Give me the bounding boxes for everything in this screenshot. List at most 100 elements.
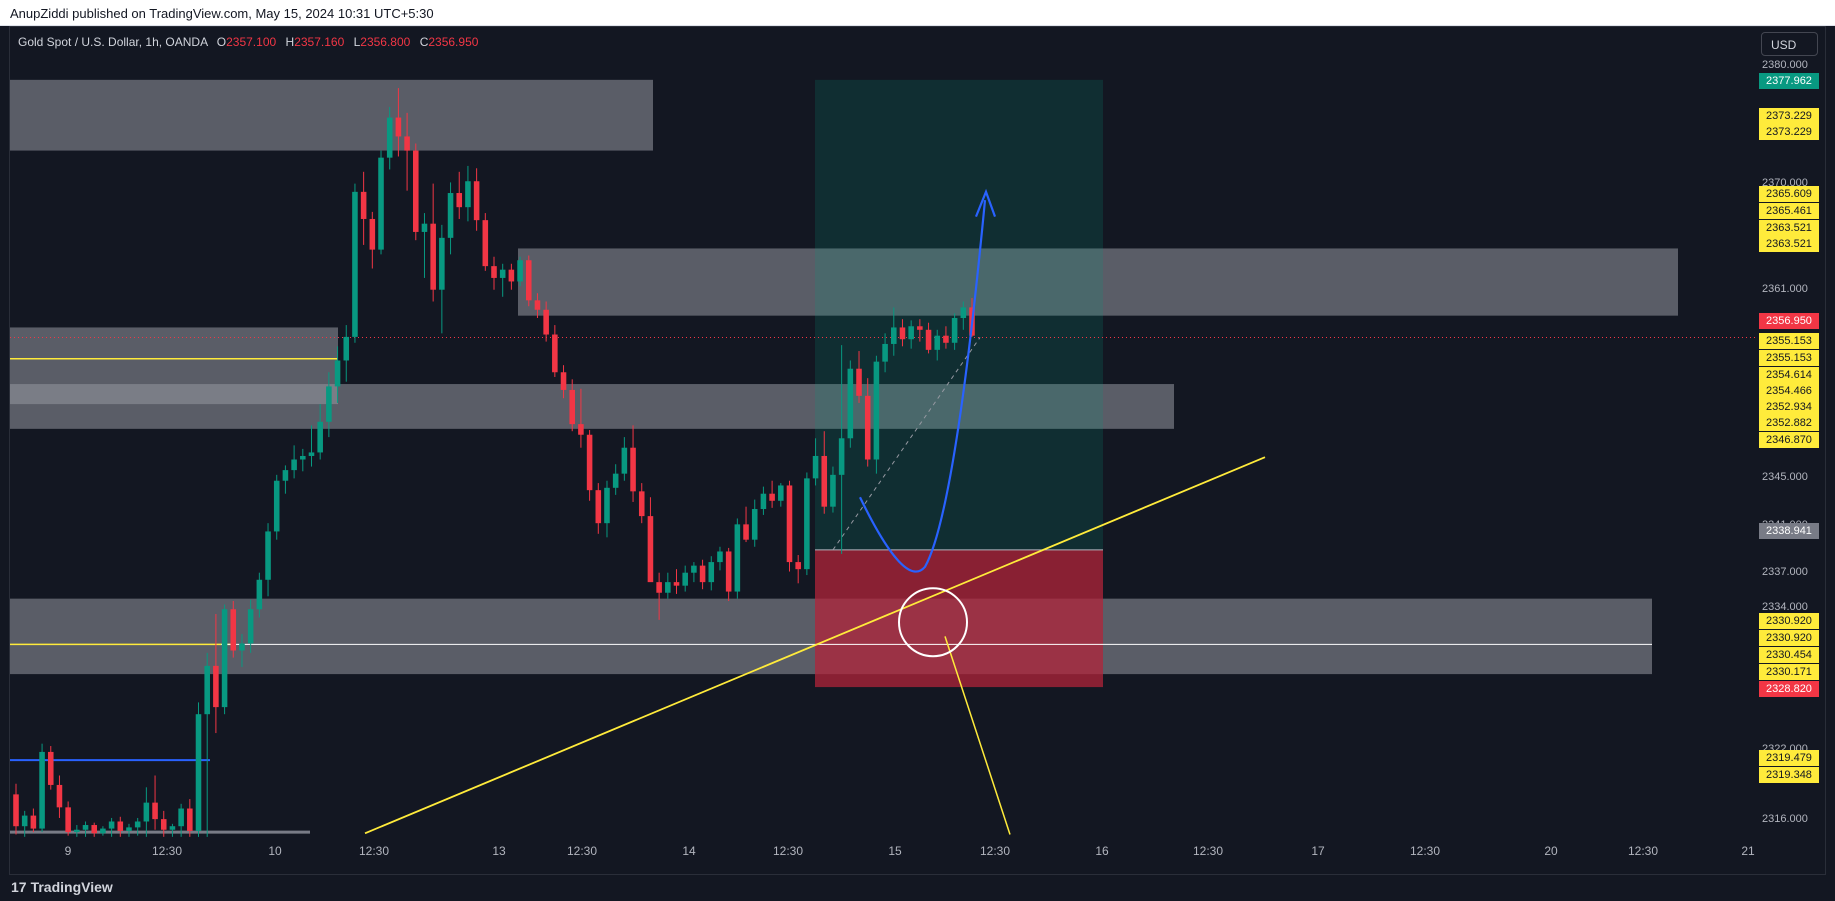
- candle-body: [595, 490, 602, 524]
- candle-body: [413, 150, 419, 232]
- candle-body: [282, 470, 289, 481]
- candle-body: [804, 478, 810, 570]
- candle-body: [812, 455, 819, 479]
- publisher-text: AnupZiddi published on TradingView.com, …: [10, 6, 434, 21]
- time-axis-tick: 9: [64, 844, 72, 858]
- footer: 17 TradingView: [9, 875, 1826, 901]
- time-axis-tick: 14: [682, 844, 696, 858]
- price-badge: 2354.466: [1759, 383, 1819, 399]
- supply-demand-zone: [10, 598, 221, 675]
- candle-body: [543, 309, 549, 335]
- candle-body: [891, 327, 897, 344]
- candle-body: [273, 480, 280, 532]
- candle-body: [951, 318, 958, 343]
- candle-body: [386, 117, 393, 158]
- candle-body: [239, 643, 245, 651]
- candle-body: [491, 266, 497, 278]
- candle-body: [108, 821, 115, 829]
- candle-body: [838, 438, 845, 475]
- candle-body: [39, 751, 45, 829]
- time-axis-tick: 12:30: [358, 844, 390, 858]
- price-badge: 2330.920: [1759, 630, 1819, 646]
- candle-body: [882, 343, 888, 362]
- candle-body: [65, 807, 71, 833]
- candle-body: [230, 609, 237, 651]
- time-axis-tick: 15: [888, 844, 902, 858]
- price-badge: 2346.870: [1759, 432, 1819, 448]
- candle-body: [856, 368, 862, 396]
- candle-body: [247, 609, 254, 644]
- price-badge: 2377.962: [1759, 73, 1819, 89]
- candle-body: [178, 808, 184, 827]
- price-axis-tick: 2345.000: [1762, 471, 1808, 484]
- candle-body: [265, 531, 271, 580]
- price-badge: 2352.882: [1759, 415, 1819, 431]
- supply-demand-zone: [518, 248, 1678, 316]
- time-axis-tick: 12:30: [1192, 844, 1224, 858]
- candle-body: [21, 815, 28, 827]
- candle-body: [169, 826, 176, 830]
- candle-body: [586, 434, 593, 491]
- candle-body: [395, 117, 402, 137]
- candle-body: [873, 361, 880, 460]
- currency-button[interactable]: USD: [1761, 32, 1818, 56]
- time-axis-tick: 20: [1544, 844, 1558, 858]
- candle-body: [317, 421, 323, 453]
- candle-body: [308, 452, 315, 456]
- brand-name: TradingView: [30, 879, 113, 895]
- time-axis-tick: 12:30: [979, 844, 1011, 858]
- candle-body: [560, 372, 567, 390]
- candle-body: [291, 459, 297, 471]
- candle-body: [830, 474, 836, 507]
- candle-body: [430, 223, 436, 290]
- price-badge: 2352.934: [1759, 399, 1819, 415]
- candle-body: [160, 819, 167, 830]
- candle-body: [925, 329, 932, 350]
- price-badge: 2319.348: [1759, 767, 1819, 783]
- candle-body: [30, 815, 37, 829]
- high-key: H: [285, 35, 295, 49]
- candle-body: [612, 473, 619, 488]
- candle-body: [360, 191, 367, 219]
- candle-body: [725, 551, 732, 592]
- candle-body: [100, 828, 106, 834]
- candle-body: [934, 335, 941, 350]
- time-axis-tick: 13: [492, 844, 506, 858]
- candle-body: [221, 609, 228, 708]
- time-axis-tick: 12:30: [151, 844, 183, 858]
- close-value: 2356.950: [428, 35, 479, 49]
- time-axis-tick: 12:30: [1409, 844, 1441, 858]
- position-dotted-line: [832, 337, 981, 551]
- candle-body: [126, 827, 132, 831]
- chart-frame: [9, 26, 1826, 875]
- candle-body: [534, 300, 541, 310]
- candle-body: [899, 327, 906, 340]
- price-badge: 2373.229: [1759, 124, 1819, 140]
- candle-body: [578, 424, 584, 435]
- publisher-bar: AnupZiddi published on TradingView.com, …: [0, 0, 1835, 26]
- candle-body: [343, 336, 350, 361]
- candle-body: [691, 565, 697, 573]
- candle-body: [499, 269, 506, 278]
- time-axis-tick: 12:30: [772, 844, 804, 858]
- candle-body: [378, 157, 384, 250]
- price-badge: 2328.820: [1759, 681, 1819, 697]
- candle-body: [447, 193, 454, 238]
- tradingview-logo[interactable]: 17 TradingView: [11, 879, 113, 895]
- candle-body: [421, 223, 428, 232]
- time-axis-tick: 16: [1095, 844, 1109, 858]
- candle-body: [326, 386, 332, 422]
- symbol-legend[interactable]: Gold Spot / U.S. Dollar, 1h, OANDA O2357…: [18, 35, 478, 49]
- supply-demand-zone: [10, 384, 1174, 429]
- candle-body: [699, 565, 706, 583]
- candle-body: [647, 516, 654, 583]
- candle-body: [795, 562, 801, 570]
- plot-area: [10, 28, 1755, 838]
- candle-body: [864, 395, 871, 460]
- candle-body: [821, 455, 828, 507]
- candle-body: [13, 794, 19, 827]
- candle-body: [517, 260, 523, 282]
- price-badge: 2330.920: [1759, 613, 1819, 629]
- price-axis-tick: 2370.000: [1762, 176, 1808, 189]
